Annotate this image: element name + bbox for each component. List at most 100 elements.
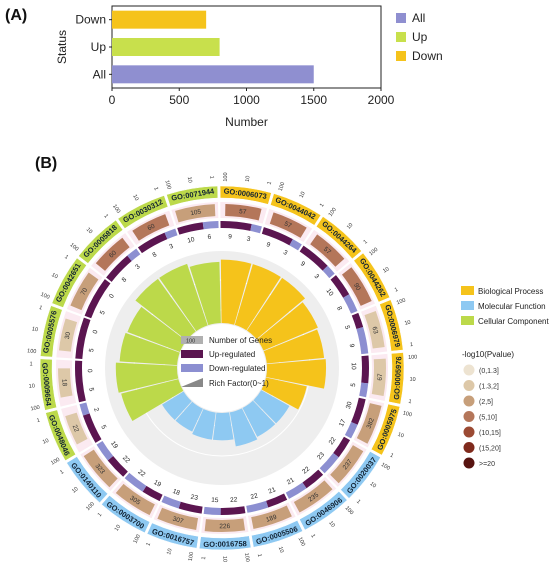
scale-label: 10 [29,383,36,390]
up-regulated-bar-go-0009654 [75,360,86,403]
up-count-go-0005975: 30 [345,401,354,410]
category-ring-go-0006073 [219,185,272,205]
category-ring-go-0048046 [45,409,77,461]
scale-label: 1 [267,181,274,185]
gene-count-box-go-0140110 [83,449,118,488]
category-ring-go-0005818 [78,219,124,264]
down-regulated-bar-go-0005818 [127,248,141,261]
category-ring-go-0044264 [315,216,362,260]
up-regulated-bar-go-0044264 [299,245,328,271]
scale-label: 100 [297,536,306,547]
group-label-biological-process: Biological Process [478,287,543,296]
gene-count-box-go-0006979 [364,310,385,349]
up-regulated-bar-go-0042651 [84,279,111,319]
down-regulated-bar-go-0006979 [356,327,369,355]
gene-count-box-go-0042651 [70,272,99,311]
scale-label: 1 [29,361,32,367]
up-count-go-0006979: 5 [343,325,351,331]
down-count-go-0030312: 3 [168,243,174,251]
up-count-go-0006073: 9 [228,233,232,240]
gene-count-label-go-0009654: 18 [60,379,68,387]
down-count-go-0006979: 9 [348,343,356,348]
up-regulated-bar-go-0016758 [220,506,246,516]
category-ring-go-0071944 [166,185,219,207]
group-swatch-cellular-component [461,316,474,325]
rich-factor-bar-go-0005576 [119,332,180,366]
down-regulated-bar-go-0044042 [289,239,302,251]
gene-count-label-go-0005975: 382 [366,417,376,430]
pvalue-swatch [463,364,475,376]
rich-factor-bar-go-0009654 [115,362,179,393]
scale-label: 10 [166,548,173,556]
up-regulated-bar-go-0046906 [302,469,324,489]
pvalue-class-label: (5,10] [479,415,497,422]
category-ring-go-0009654 [39,358,57,411]
up-count-go-0048046: 5 [99,424,107,431]
gene-count-box-go-0044262 [341,267,372,306]
down-count-go-0005576: 0 [92,329,100,335]
tick-label-all: All [93,67,106,81]
down-regulated-bar-go-0006073 [250,224,262,234]
rich-factor-bar-go-0005975 [261,377,307,410]
rich-factor-bar-go-0030312 [159,263,208,332]
pvalue-class-label: >=20 [479,461,495,468]
x-tick-label: 1000 [233,93,260,107]
down-count-go-0044262: 8 [335,305,343,312]
legend-down-regulated-swatch [181,364,203,372]
down-regulated-bar-go-0044262 [343,294,358,314]
down-regulated-bar-go-0044264 [322,265,335,279]
scale-label: 1 [256,553,262,557]
pvalue-swatch [463,411,475,422]
category-ring-go-0006979 [379,299,404,352]
scale-label: 1 [309,533,316,539]
legend-number-of-genes-label: Number of Genes [209,336,272,345]
scale-label: 100 [278,181,287,192]
gene-count-box-go-0006073 [225,204,262,221]
group-legend: Biological Process Molecular Function Cell… [461,286,549,326]
scale-label: 1 [36,418,41,425]
category-ring-go-0020037 [340,451,381,499]
down-regulated-bar-go-0046906 [285,482,307,499]
pvalue-swatch [463,380,475,391]
gene-count-label-go-0048046: 22 [71,424,80,434]
down-count-go-0005506: 22 [250,492,259,501]
gene-count-box-go-0046906 [293,480,333,513]
scale-label: 100 [68,242,79,252]
down-regulated-bar-go-0016757 [161,495,181,509]
rich-factor-bar-go-0140110 [162,391,192,420]
gene-count-label-go-0071944: 105 [190,208,202,217]
x-tick-label: 1500 [300,93,327,107]
scale-label: 10 [186,176,193,183]
scale-label: 100 [163,180,171,190]
x-tick-label: 0 [109,93,116,107]
down-regulated-bar-go-0016758 [203,506,221,515]
down-count-go-0140110: 19 [109,440,119,450]
gene-count-label-go-0005576: 30 [64,331,72,340]
down-regulated-bar-go-0003700 [124,472,147,492]
rich-factor-bar-go-0020037 [253,390,290,424]
scale-label: 100 [344,505,355,516]
bar-down [112,10,207,29]
legend-label-all: All [412,11,425,25]
category-ring-go-0046906 [299,491,348,531]
panel-a-label: (A) [5,7,27,24]
category-ring-go-0044262 [353,252,391,303]
panel-a-bar-chart: All Up Down 0 500 1000 1500 2000 Number Status All… [55,5,443,129]
category-ring-go-0005975 [370,403,401,456]
rich-factor-bar-go-0016757 [192,409,216,440]
rich-factor-bar-go-0042651 [127,306,187,352]
scale-label: 100 [27,348,37,355]
bar-up [112,38,220,56]
down-regulated-bar-go-0005975 [344,422,358,439]
pvalue-legend: -log10(Pvalue) (0,1.3] (1.3,2] (2,5] (5,10] (… [462,350,514,469]
category-ring-go-0005576 [40,305,63,358]
rich-factor-bar-go-0003700 [175,401,203,432]
gene-count-box-go-0005818 [95,237,130,271]
down-count-go-0016758: 15 [211,497,219,504]
rich-factor-bar-go-0071944 [189,261,221,326]
category-ring-go-0044042 [270,193,322,226]
down-count-go-0042651: 0 [108,293,116,300]
category-ring-go-0003700 [101,495,151,534]
down-regulated-bar-go-0071944 [202,221,219,230]
go-label-go-0006979: GO:0006979 [383,304,402,348]
